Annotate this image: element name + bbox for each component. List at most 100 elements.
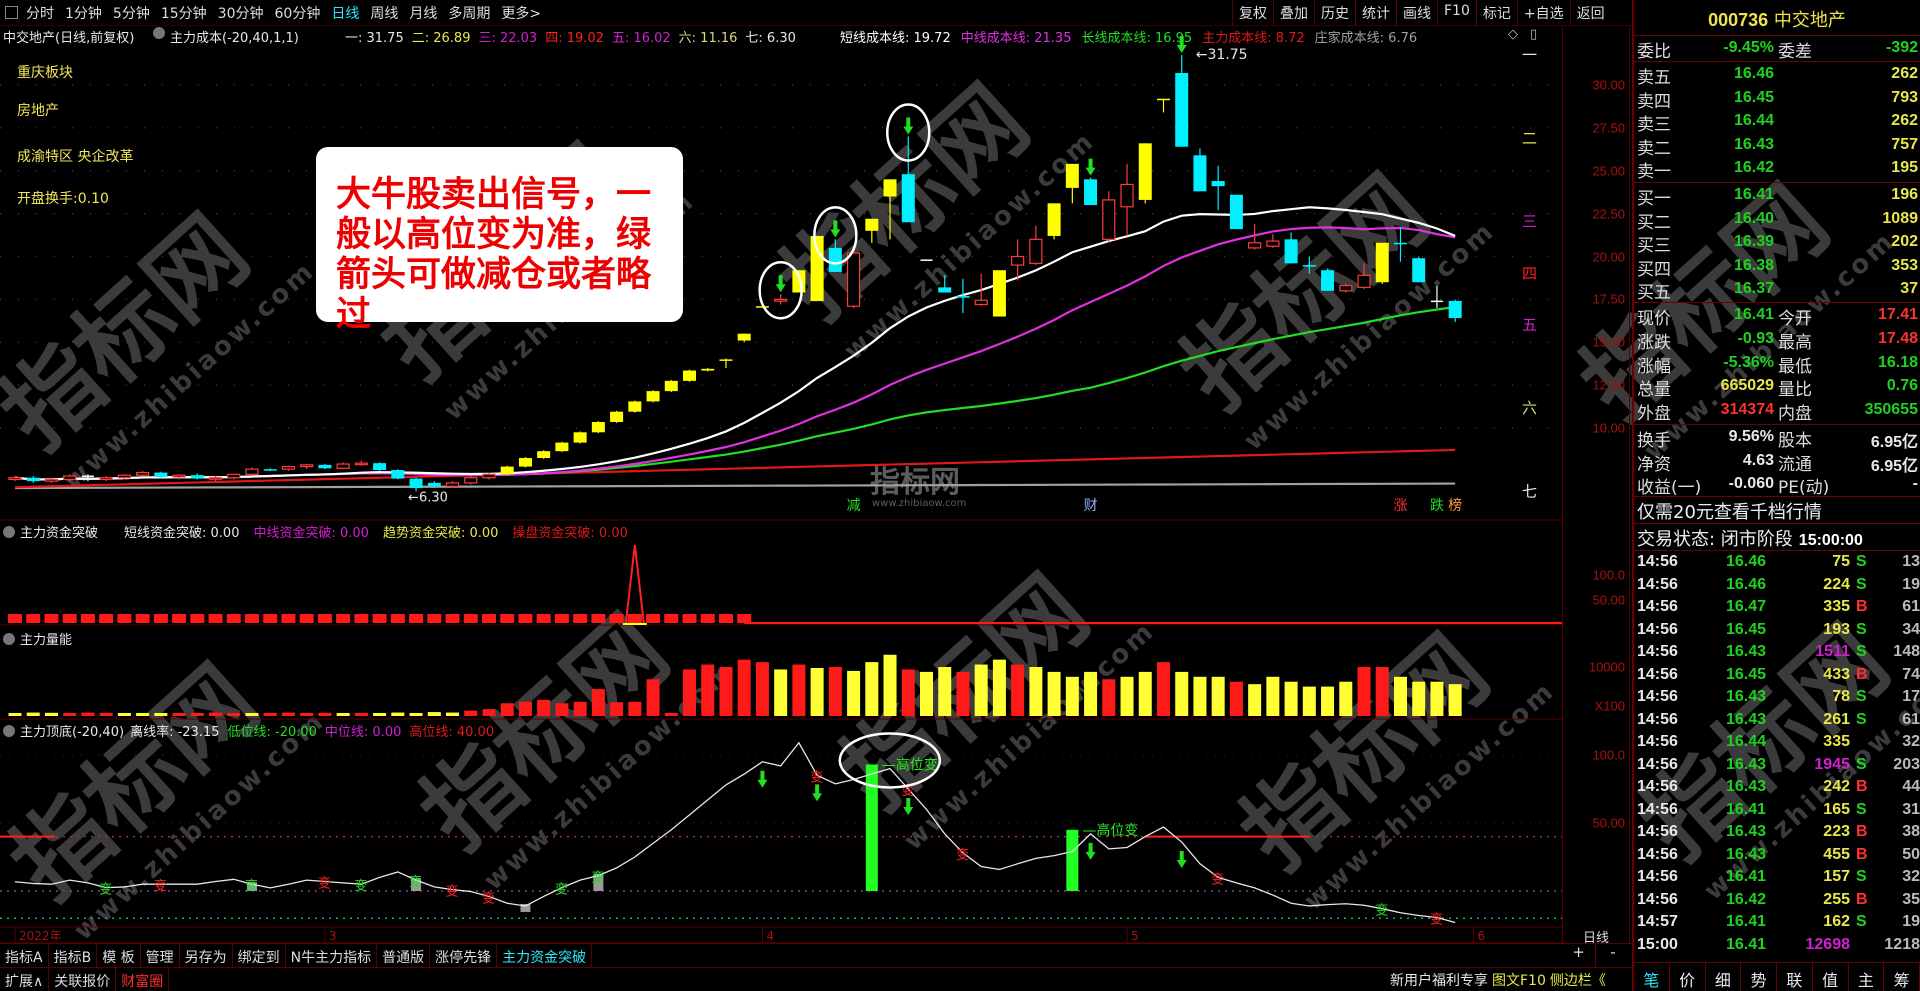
volume-bar xyxy=(646,679,660,716)
fund-bar xyxy=(281,614,296,623)
candlestick xyxy=(1029,225,1043,266)
candle-body xyxy=(8,477,22,481)
period-tab[interactable]: 15分钟 xyxy=(160,5,207,22)
annotation-callout: 大牛股卖出信号，一般以高位变为准，绿箭头可做减仓或者略过 xyxy=(316,147,683,335)
period-tab[interactable]: 多周期 xyxy=(448,5,491,22)
field-label: 净资 xyxy=(1637,454,1671,475)
promo-link[interactable]: 图文F10 xyxy=(1492,973,1546,989)
fund-bar xyxy=(609,614,624,623)
price-axis[interactable]: 30.00 27.50 25.00 22.50 20.00 17.50 15.00 12.50… xyxy=(1562,26,1630,943)
field-label: 卖三 xyxy=(1637,115,1671,136)
indicator-tab[interactable]: 涨停先锋 xyxy=(430,944,498,967)
promo-link[interactable]: 新用户福利专享 xyxy=(1390,973,1488,989)
toolbar-button[interactable]: 统计 xyxy=(1355,0,1396,26)
period-tab[interactable]: 日线 xyxy=(331,5,360,22)
toolbar-button[interactable]: 标记 xyxy=(1475,0,1517,26)
extension-tab[interactable]: 扩展∧ xyxy=(0,968,50,991)
indicator-tab[interactable]: 指标B xyxy=(49,944,98,967)
indicator-dropdown[interactable] xyxy=(150,27,170,42)
indicator-tab[interactable]: 绑定到 xyxy=(233,944,286,967)
diamond-icon[interactable]: ◇ xyxy=(1508,27,1518,42)
toolbar-button[interactable]: +自选 xyxy=(1516,0,1570,26)
period-tab[interactable]: 30分钟 xyxy=(217,5,264,22)
tick-time: 14:56 xyxy=(1637,800,1678,818)
candle-body xyxy=(99,477,113,481)
indicator-tab[interactable]: 管理 xyxy=(141,944,180,967)
field-label: 买一 xyxy=(1637,189,1671,209)
axis-label: 10.00 xyxy=(1592,420,1625,436)
chevron-down-icon[interactable] xyxy=(3,633,15,645)
indicator-tab[interactable]: 主力资金突破 xyxy=(497,944,593,967)
indicator-tab[interactable]: 普通版 xyxy=(377,944,431,967)
volume-bar xyxy=(172,713,186,716)
indicator-tab[interactable]: 另存为 xyxy=(180,944,233,967)
tick-price: 16.42 xyxy=(1726,890,1767,908)
indicator-tab[interactable]: 指标A xyxy=(0,944,49,967)
high-signal-bar xyxy=(865,764,878,891)
tick-price: 16.47 xyxy=(1726,598,1767,615)
indicator-tab[interactable]: N牛主力指标 xyxy=(286,944,378,967)
candle-body xyxy=(828,247,842,272)
ask-row: 卖二 16.43 757 xyxy=(1634,134,1920,159)
tick-row: 14:56 16.45 193 S 34 xyxy=(1634,621,1920,643)
axis-label: 27.50 xyxy=(1592,120,1625,136)
chevron-down-icon[interactable] xyxy=(3,526,15,538)
cost-line-value: 主力成本线: 8.72 xyxy=(1202,31,1305,46)
period-tab[interactable]: 60分钟 xyxy=(274,5,321,22)
period-tab[interactable]: 月线 xyxy=(409,5,438,22)
zoom-in-button[interactable]: + xyxy=(1562,943,1596,967)
window-icon[interactable] xyxy=(5,6,18,19)
panel-toggle-icon[interactable]: ▯ xyxy=(1530,27,1538,42)
period-tab[interactable]: 分时 xyxy=(26,5,54,22)
fund-bar xyxy=(117,614,132,623)
period-tab[interactable]: 周线 xyxy=(370,5,399,22)
detail-tab[interactable]: 值 xyxy=(1813,963,1849,991)
field-label: 总量 xyxy=(1637,380,1671,401)
detail-tab[interactable]: 笔 xyxy=(1634,963,1670,991)
fund-bar xyxy=(664,614,679,623)
candlestick xyxy=(81,474,94,482)
candlestick xyxy=(1321,268,1335,291)
field-value: 16.45 xyxy=(1733,88,1774,106)
main-cost-line xyxy=(14,448,1456,489)
toolbar-button[interactable]: 画线 xyxy=(1396,0,1437,26)
chevron-down-icon[interactable] xyxy=(3,725,15,737)
tick-volume: 242 xyxy=(1823,778,1850,795)
toolbar-button[interactable]: 历史 xyxy=(1314,0,1355,26)
detail-tab[interactable]: 联 xyxy=(1777,963,1813,991)
detail-tab[interactable]: 价 xyxy=(1670,963,1706,991)
level-value: 二: 26.89 xyxy=(411,31,471,46)
detail-tab[interactable]: 细 xyxy=(1706,963,1742,991)
level-mark: 二 xyxy=(1522,129,1537,147)
extension-tab[interactable]: 财富圈 xyxy=(116,968,170,991)
field-label: 换手 xyxy=(1637,431,1671,451)
toolbar-button[interactable]: 叠加 xyxy=(1273,0,1314,26)
depth-promo[interactable]: 仅需20元查看千档行情 xyxy=(1637,502,1822,523)
volume-bar xyxy=(1248,684,1262,716)
volume-bar xyxy=(1156,662,1170,716)
volume-bar xyxy=(44,712,58,716)
detail-tab[interactable]: 主 xyxy=(1849,963,1885,991)
event-marker: 榜 xyxy=(1448,497,1462,514)
indicator-tab[interactable]: 模 板 xyxy=(97,944,141,967)
toolbar-button[interactable]: 返回 xyxy=(1569,0,1611,26)
candle-body xyxy=(646,391,660,402)
volume-bar xyxy=(719,667,733,716)
candle-body xyxy=(1084,179,1098,206)
promo-link[interactable]: 侧边栏《 xyxy=(1549,973,1606,989)
chart-canvas[interactable]: 指标网www.zhibiaow.com←31.75←6.30减财涨跌榜一二三四五… xyxy=(0,0,1562,943)
zoom-out-button[interactable]: - xyxy=(1610,943,1616,961)
event-marker: 减 xyxy=(847,498,861,514)
tick-time: 14:56 xyxy=(1637,553,1678,570)
detail-tab[interactable]: 筹 xyxy=(1884,963,1920,991)
period-tab[interactable]: 更多> xyxy=(501,5,542,22)
period-tab[interactable]: 1分钟 xyxy=(65,5,102,22)
toolbar-button[interactable]: 复权 xyxy=(1232,0,1273,26)
period-tab[interactable]: 5分钟 xyxy=(112,5,150,22)
extension-tab[interactable]: 关联报价 xyxy=(49,968,117,991)
tick-volume: 12698 xyxy=(1805,935,1851,953)
detail-tab[interactable]: 势 xyxy=(1741,963,1777,991)
signal-circle xyxy=(813,206,858,265)
toolbar-button[interactable]: F10 xyxy=(1437,0,1476,26)
sell-arrow-icon xyxy=(1085,158,1096,176)
